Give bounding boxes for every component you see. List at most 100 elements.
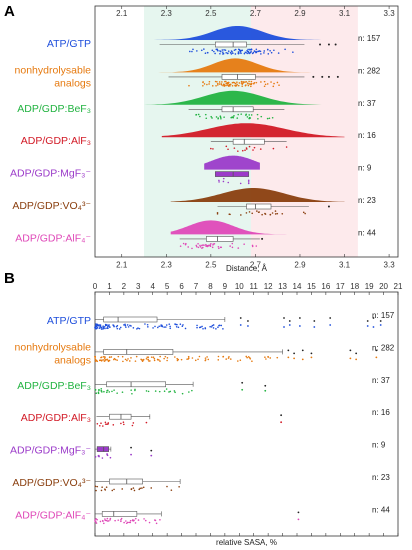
panel-b-row-2-outlier [287,349,290,352]
panel-a-row-7-point [195,244,198,247]
panel-b-row-2-point [103,360,106,362]
panel-a-row-4-point [272,147,275,150]
panel-b-row-1-point [99,325,101,328]
panel-a-row-1-point [219,50,221,52]
panel-a-row-1-point [229,51,232,54]
panel-a-bottom-tick-label: 3.1 [339,261,351,270]
panel-b-row-3-point [98,388,100,391]
panel-b-row-1-point [222,328,224,330]
panel-a-row-7-point [217,245,220,248]
panel-b-row-1-outlier-point [329,324,332,326]
panel-a-row-2-point [231,81,234,84]
panel-a-row-1-density [139,26,354,40]
panel-b-row-4-point [122,421,125,424]
panel-b-row-7-point [109,517,112,520]
panel-b-row-4-point [131,424,134,427]
panel-a-row-4-count: n: 16 [358,131,376,140]
panel-a-row-2-point [216,82,219,85]
panel-b-top-tick-label: 18 [350,282,359,291]
panel-b-row-1-point [165,324,168,326]
panel-b-row-1-point [217,326,219,329]
panel-a-row-3-point [211,117,213,119]
panel-b-row-2-point [130,357,132,359]
panel-b-row-2-point [127,358,129,360]
panel-b-row-3-point [154,390,157,392]
panel-b-row-1-point [99,327,101,329]
panel-b-row-1-outlier-point [239,324,242,326]
panel-b-row-3-point [121,391,124,393]
panel-a-row-7-point [251,244,254,247]
panel-a-top-tick-label: 2.9 [294,9,306,18]
panel-b-row-6-point [170,489,173,491]
panel-b-top-tick-label: 6 [179,282,184,291]
panel-b-row-4-point [145,421,148,424]
panel-b-row-2-label-line-1: nonhydrolysable [15,341,92,353]
panel-a-row-1-point [227,52,229,54]
panel-b-letter: B [4,270,15,287]
panel-b-row-1-point [138,327,141,330]
panel-b-row-1-point [137,327,139,329]
panel-b-row-7-point [117,519,120,521]
panel-b-frame [94,291,399,537]
panel-b-row-1-point [220,324,223,327]
panel-b-row-7-outlier-point [297,518,300,521]
panel-a-row-1-point [246,50,249,52]
panel-b-row-2-point [217,359,220,361]
panel-a-row-4-density [161,123,345,138]
panel-b-row-3-point [106,391,108,394]
panel-a-row-3-point [266,117,269,120]
panel-b-row-1-point [102,328,104,330]
panel-a-row-1-point [267,53,270,55]
panel-b-row-1-point [124,324,127,327]
panel-a-row-2-point [248,80,250,83]
panel-a-row-1-point [213,50,215,53]
panel-a-row-1-point [219,52,221,55]
panel-b-row-1-point [96,323,99,326]
panel-a-row-3-point [210,115,212,118]
panel-a-row-6-point [304,212,306,215]
panel-a-row-3-point [215,116,218,118]
panel-b-row-4-point [104,423,107,425]
panel-b-row-3-point [111,390,113,393]
panel-b-row-1-point [100,326,103,329]
panel-b-row-2-point [198,355,201,358]
panel-a-row-2-outlier [321,75,324,78]
panel-b-row-2-point [114,358,117,361]
panel-a-row-2-point [247,84,250,87]
panel-a-row-1-point [249,48,251,51]
panel-a-row-5-density [204,155,260,170]
panel-a-row-2-point [211,85,214,87]
panel-b-row-1-count: n: 157 [372,311,395,320]
panel-b-row-1-point [97,324,100,326]
panel-a-row-6-box [246,203,272,210]
panel-b-top-tick-label: 5 [165,282,170,291]
panel-b-row-1-point [112,324,115,327]
panel-a-row-2-point [247,82,249,85]
panel-a-row-2-point [224,80,226,83]
panel-b-row-3-point [163,390,166,393]
panel-b-row-2-point [147,358,150,361]
panel-a-row-3-point [248,116,251,119]
panel-a-row-7-point [212,243,215,245]
panel-b-row-2-point [126,359,128,362]
panel-b-row-2-point [166,359,168,362]
panel-a-row-1-point [263,50,266,52]
panel-a-row-3-point [260,115,263,118]
panel-b-row-7-point [109,519,111,521]
panel-a-row-3-point [250,114,253,116]
panel-b-row-3-point [95,392,98,395]
panel-b-row-5-outlier [150,449,153,452]
panel-b-row-6-count: n: 23 [372,473,390,482]
panel-b-row-7-label: ADP/GDP:AlF₄⁻ [15,509,91,521]
panel-b-row-7-point [107,520,110,522]
panel-b-row-1-point [95,327,97,330]
panel-b-row-2-count: n: 282 [372,343,395,352]
panel-a-row-1-point [240,49,242,52]
panel-b-row-1-outlier-point [288,324,291,326]
panel-a-row-1-point [192,48,194,51]
panel-b-row-3-outlier-point [264,389,267,392]
panel-a-row-7-point [229,245,231,247]
panel-b-row-7-point [95,522,98,524]
panel-b-row-2-point [194,359,197,362]
panel-b-row-1-outlier-point [313,326,316,328]
